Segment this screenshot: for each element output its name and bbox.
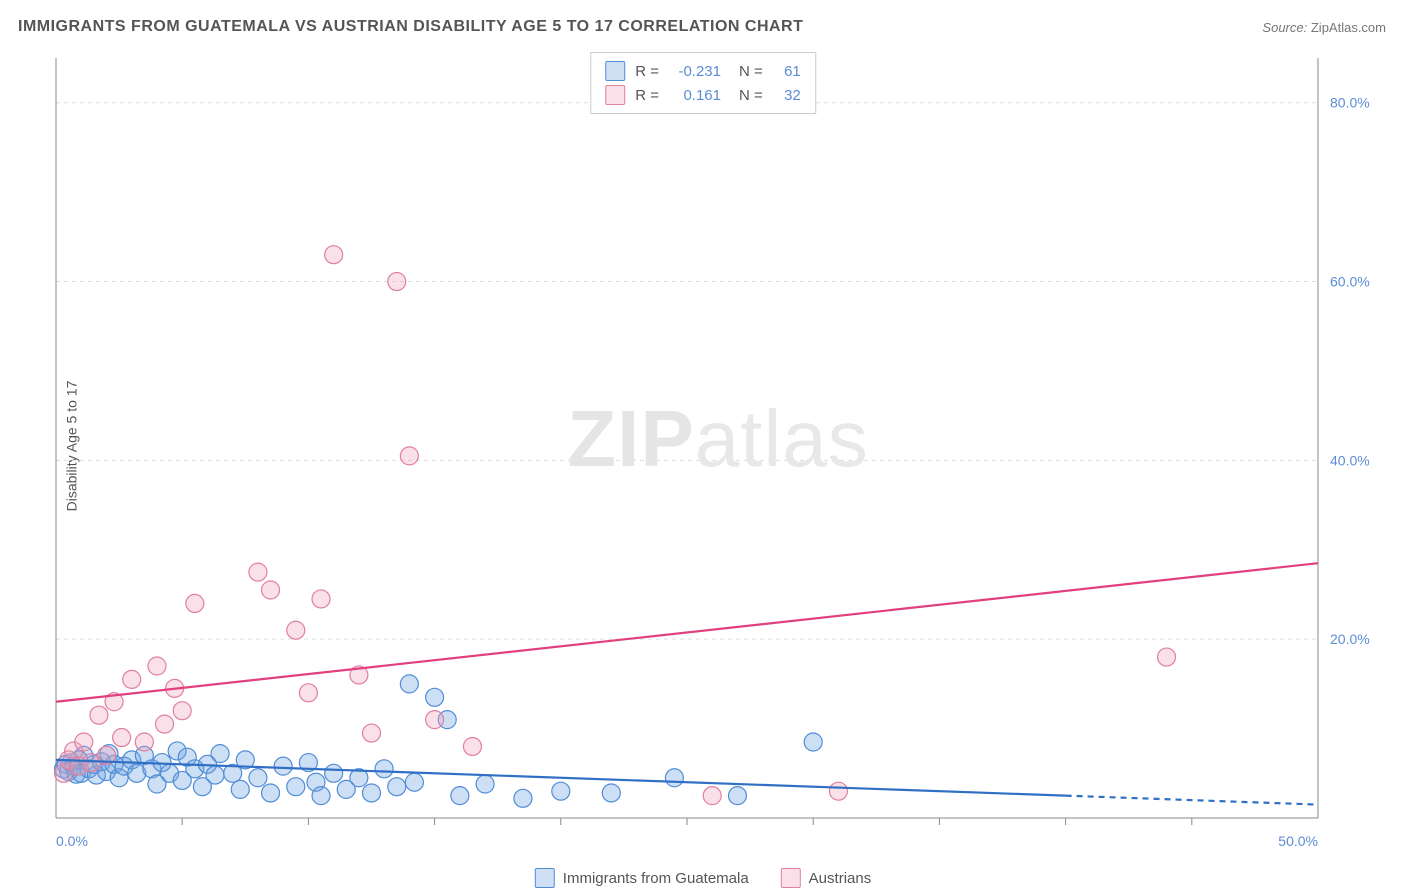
scatter-point-guatemala [325,764,343,782]
scatter-point-austrians [363,724,381,742]
scatter-point-austrians [299,684,317,702]
scatter-point-austrians [262,581,280,599]
scatter-point-guatemala [451,787,469,805]
scatter-point-guatemala [388,778,406,796]
y-tick-label: 60.0% [1330,274,1370,290]
scatter-point-guatemala [476,775,494,793]
scatter-point-austrians [186,594,204,612]
scatter-point-guatemala [375,760,393,778]
stats-row-guatemala: R = -0.231 N = 61 [605,59,801,83]
stats-r-label: R = [635,87,659,104]
stats-swatch-austrians [605,85,625,105]
legend-label-austrians: Austrians [809,870,872,887]
scatter-point-guatemala [552,782,570,800]
scatter-point-austrians [388,273,406,291]
scatter-point-guatemala [728,787,746,805]
scatter-point-guatemala [231,780,249,798]
scatter-point-austrians [312,590,330,608]
legend-label-guatemala: Immigrants from Guatemala [563,870,749,887]
scatter-point-austrians [829,782,847,800]
scatter-point-guatemala [206,766,224,784]
scatter-point-austrians [156,715,174,733]
scatter-point-guatemala [426,688,444,706]
stats-r-label: R = [635,63,659,80]
legend-swatch-guatemala [535,868,555,888]
stats-n-label: N = [739,63,763,80]
scatter-point-guatemala [804,733,822,751]
legend-swatch-austrians [781,868,801,888]
scatter-point-austrians [135,733,153,751]
y-tick-label: 40.0% [1330,452,1370,468]
scatter-point-guatemala [602,784,620,802]
scatter-point-austrians [113,729,131,747]
legend-item-guatemala: Immigrants from Guatemala [535,868,749,888]
stats-r-value-austrians: 0.161 [669,87,721,104]
stats-swatch-guatemala [605,61,625,81]
stats-row-austrians: R = 0.161 N = 32 [605,83,801,107]
stats-n-value-guatemala: 61 [773,63,801,80]
scatter-point-austrians [123,670,141,688]
scatter-point-guatemala [274,757,292,775]
scatter-point-guatemala [514,789,532,807]
scatter-point-austrians [173,702,191,720]
y-tick-label: 80.0% [1330,95,1370,111]
scatter-point-guatemala [400,675,418,693]
stats-r-value-guatemala: -0.231 [669,63,721,80]
scatter-point-austrians [75,733,93,751]
scatter-point-austrians [400,447,418,465]
scatter-point-austrians [426,711,444,729]
scatter-point-austrians [325,246,343,264]
scatter-point-guatemala [211,745,229,763]
scatter-point-austrians [463,737,481,755]
scatter-point-austrians [148,657,166,675]
legend-item-austrians: Austrians [781,868,872,888]
scatter-point-guatemala [405,773,423,791]
scatter-point-austrians [1158,648,1176,666]
scatter-point-guatemala [262,784,280,802]
scatter-point-guatemala [665,769,683,787]
scatter-plot: 0.0% 50.0% 20.0% 40.0% 60.0% 80.0% [48,50,1388,860]
scatter-point-guatemala [287,778,305,796]
bottom-legend: Immigrants from Guatemala Austrians [535,868,871,888]
source-label: Source: [1262,20,1307,35]
source-attribution: Source: ZipAtlas.com [1262,20,1386,35]
x-tick-label: 50.0% [1278,833,1318,849]
trend-line-austrians [56,563,1318,702]
chart-area: ZIPatlas 0.0%50.0%20.0%40.0%60.0%80.0% [48,50,1388,860]
scatter-point-austrians [703,787,721,805]
chart-title: IMMIGRANTS FROM GUATEMALA VS AUSTRIAN DI… [18,18,803,36]
scatter-point-guatemala [312,787,330,805]
correlation-stats-box: R = -0.231 N = 61 R = 0.161 N = 32 [590,52,816,114]
scatter-point-austrians [249,563,267,581]
scatter-point-guatemala [363,784,381,802]
y-tick-label: 20.0% [1330,631,1370,647]
stats-n-value-austrians: 32 [773,87,801,104]
scatter-point-austrians [90,706,108,724]
source-name: ZipAtlas.com [1311,20,1386,35]
scatter-point-austrians [287,621,305,639]
scatter-point-guatemala [249,769,267,787]
trend-line-ext-guatemala [1066,796,1318,805]
stats-n-label: N = [739,87,763,104]
x-tick-label: 0.0% [56,833,88,849]
